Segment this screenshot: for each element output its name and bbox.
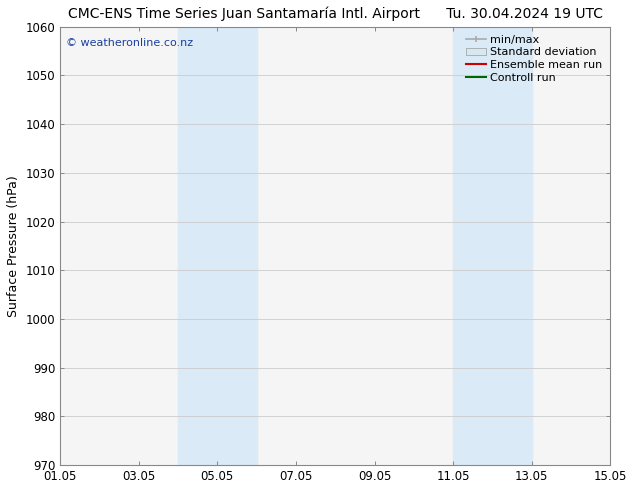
Title: CMC-ENS Time Series Juan Santamaría Intl. Airport      Tu. 30.04.2024 19 UTC: CMC-ENS Time Series Juan Santamaría Intl… <box>68 7 603 22</box>
Y-axis label: Surface Pressure (hPa): Surface Pressure (hPa) <box>7 175 20 317</box>
Bar <box>453 27 532 465</box>
Text: © weatheronline.co.nz: © weatheronline.co.nz <box>65 38 193 48</box>
Legend: min/max, Standard deviation, Ensemble mean run, Controll run: min/max, Standard deviation, Ensemble me… <box>463 32 605 85</box>
Bar <box>178 27 257 465</box>
